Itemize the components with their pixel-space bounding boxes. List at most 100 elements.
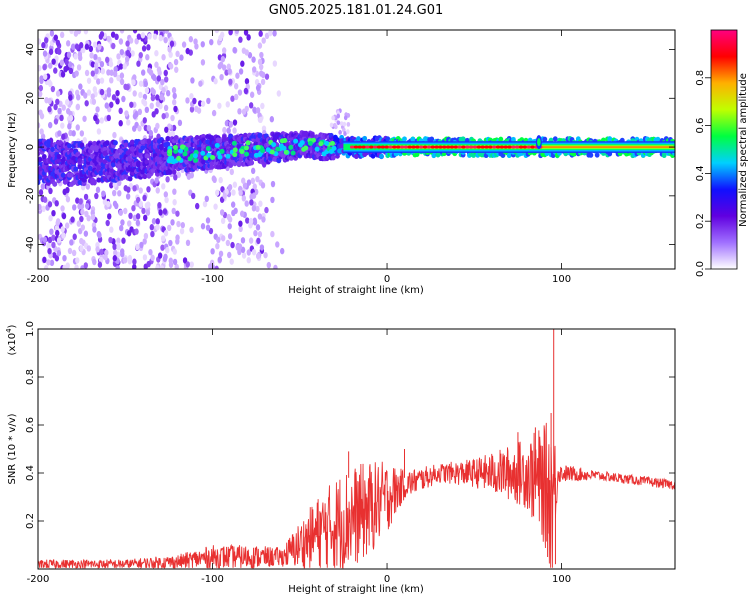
noise-cell xyxy=(227,233,233,240)
core-cell xyxy=(476,145,482,149)
noise-cell xyxy=(96,128,102,135)
noise-cell xyxy=(172,258,178,266)
bright-cell xyxy=(303,145,309,151)
noise-cell xyxy=(143,214,148,222)
noise-cell xyxy=(91,98,97,105)
core-cell xyxy=(419,145,424,149)
bright-cell xyxy=(232,152,238,158)
noise-cell xyxy=(95,106,100,113)
noise-cell xyxy=(252,66,257,73)
noise-cell xyxy=(252,183,257,190)
noise-cell xyxy=(166,224,172,232)
noise-cell xyxy=(240,246,246,254)
noise-cell xyxy=(154,50,159,57)
core-cell xyxy=(484,145,489,149)
band-cell xyxy=(242,133,248,139)
noise-cell xyxy=(176,220,181,228)
noise-cell xyxy=(255,252,261,260)
noise-cell xyxy=(173,105,178,113)
noise-cell xyxy=(50,85,56,93)
noise-cell xyxy=(83,92,88,99)
noise-cell xyxy=(232,127,237,134)
noise-cell xyxy=(109,77,114,84)
noise-cell xyxy=(238,68,244,75)
noise-cell xyxy=(39,77,44,85)
noise-cell xyxy=(99,77,105,84)
noise-cell xyxy=(99,31,105,38)
noise-cell xyxy=(106,114,111,122)
noise-cell xyxy=(162,255,168,263)
noise-cell xyxy=(109,182,114,189)
noise-cell xyxy=(139,241,144,249)
noise-cell xyxy=(255,175,260,183)
snr-plot-area xyxy=(38,329,675,569)
snr-panel: -200 -100 0 100 0.2 0.4 0.6 0.8 1.0 Height of s… xyxy=(5,321,676,595)
noise-cell xyxy=(106,35,111,43)
noise-cell xyxy=(70,216,75,223)
noise-cell xyxy=(171,207,176,215)
core-cell xyxy=(353,145,359,149)
bright-cell xyxy=(255,144,261,150)
noise-cell xyxy=(56,236,62,244)
noise-cell xyxy=(132,185,137,192)
spectrogram-x-label: Height of straight line (km) xyxy=(288,285,424,296)
bright-cell xyxy=(178,148,184,154)
noise-cell xyxy=(100,67,106,75)
noise-cell xyxy=(135,196,141,204)
noise-cell xyxy=(270,196,275,204)
noise-cell xyxy=(43,265,49,269)
noise-cell xyxy=(128,37,134,44)
noise-cell xyxy=(270,230,275,238)
noise-cell xyxy=(119,224,124,232)
spectrogram-y-ticks: 40 20 0 -20 -40 xyxy=(25,43,675,253)
band-cell xyxy=(165,141,171,147)
noise-cell xyxy=(251,248,257,256)
noise-cell xyxy=(172,99,177,106)
noise-cell xyxy=(164,30,169,34)
y-tick-label: -40 xyxy=(25,236,36,252)
band-cell xyxy=(362,135,368,142)
noise-cell xyxy=(246,249,251,256)
noise-cell xyxy=(42,256,47,264)
band-cell xyxy=(146,138,152,144)
bright-cell xyxy=(324,140,330,146)
noise-cell xyxy=(80,224,86,231)
noise-cell xyxy=(115,98,120,105)
noise-cell xyxy=(247,52,253,59)
noise-cell xyxy=(156,75,162,82)
band-cell xyxy=(90,177,95,183)
noise-cell xyxy=(255,205,260,213)
noise-cell xyxy=(49,259,55,267)
band-cell xyxy=(159,143,164,149)
fringe-cell xyxy=(329,122,334,128)
noise-cell xyxy=(237,243,243,250)
noise-cell xyxy=(65,186,70,194)
bright-cell xyxy=(225,153,231,159)
noise-cell xyxy=(90,213,96,221)
noise-cell xyxy=(249,91,255,98)
noise-cell xyxy=(136,60,141,67)
noise-cell xyxy=(155,187,160,194)
band-cell xyxy=(56,157,62,163)
noise-cell xyxy=(68,129,73,137)
noise-cell xyxy=(160,235,166,242)
noise-cell xyxy=(42,50,48,57)
x-tick-label: -100 xyxy=(201,274,224,285)
noise-cell xyxy=(112,70,118,78)
noise-cell xyxy=(264,73,270,80)
noise-cell xyxy=(51,234,56,241)
snr-y-ticks: 0.2 0.4 0.6 0.8 1.0 xyxy=(25,321,675,529)
noise-cell xyxy=(258,30,263,37)
bright-cell xyxy=(182,151,188,157)
band-cell xyxy=(165,136,171,142)
band-cell xyxy=(410,136,416,142)
noise-cell xyxy=(95,186,101,194)
noise-cell xyxy=(125,40,130,47)
noise-cell xyxy=(228,78,233,85)
noise-cell xyxy=(49,228,54,235)
noise-cell xyxy=(135,213,141,220)
noise-cell xyxy=(174,263,179,269)
noise-cell xyxy=(145,209,151,216)
bright-cell xyxy=(283,149,289,155)
band-cell xyxy=(171,169,177,175)
